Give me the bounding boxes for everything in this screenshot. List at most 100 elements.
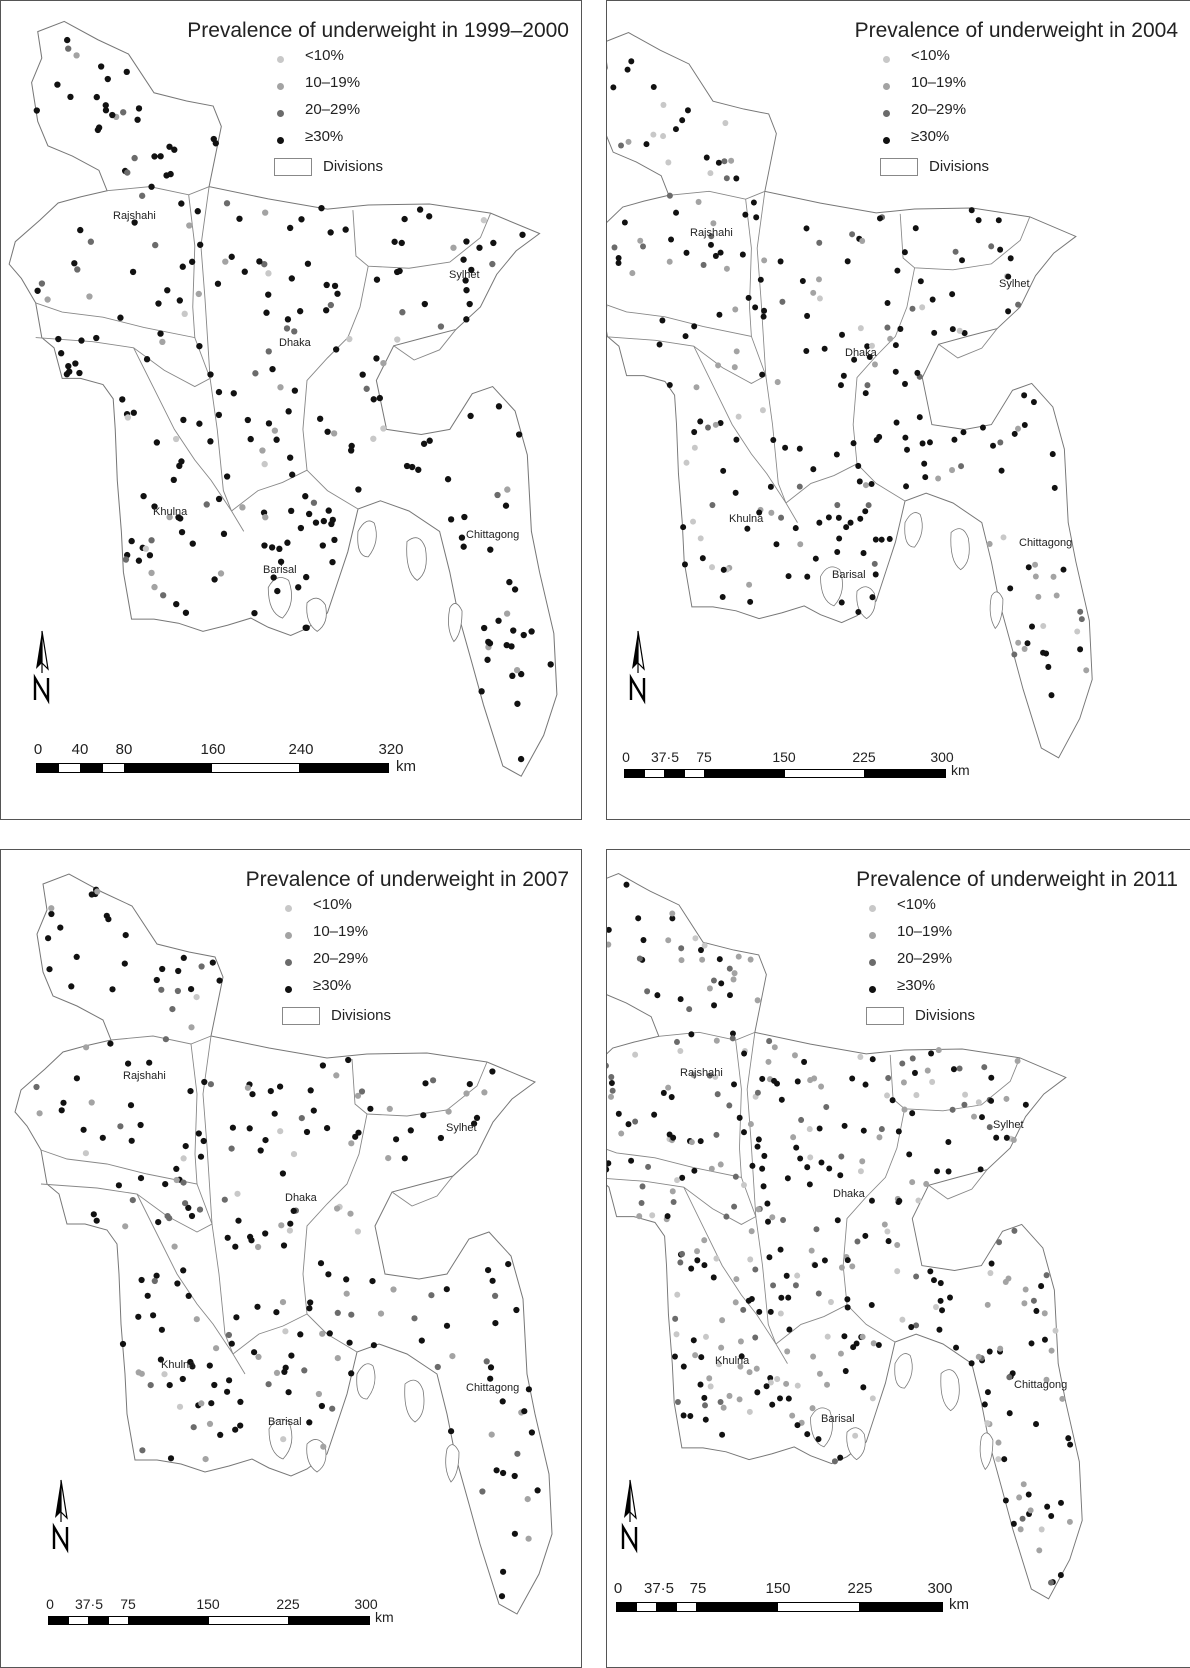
survey-cluster-dot [1060,566,1067,573]
survey-cluster-dot [373,355,380,362]
survey-cluster-dot [778,1294,785,1301]
survey-cluster-dot [315,1390,322,1398]
survey-cluster-dot [716,311,723,318]
survey-cluster-dot [719,593,726,601]
survey-cluster-dot [486,640,494,647]
scale-tick: 40 [71,741,89,758]
survey-cluster-dot [369,1278,376,1285]
survey-cluster-dot [86,293,93,300]
survey-cluster-dot [769,1214,776,1221]
survey-cluster-dot [747,1121,754,1128]
survey-cluster-dot [207,371,214,378]
survey-cluster-dot [766,1254,773,1261]
legend-dot-icon [277,56,284,63]
survey-cluster-dot [514,1450,521,1457]
survey-cluster-dot [411,1315,418,1322]
survey-cluster-dot [804,1164,811,1171]
survey-cluster-dot [273,1369,281,1376]
division-boundary [658,1031,756,1041]
survey-cluster-dot [130,409,137,416]
survey-cluster-dot [187,1088,194,1095]
survey-cluster-dot [693,384,700,391]
country-outline [607,873,1083,1600]
survey-cluster-dot [1006,1374,1013,1381]
survey-cluster-dot [784,1175,791,1182]
scale-tick: 225 [852,749,876,765]
survey-cluster-dot [107,1040,114,1047]
division-label-rajshahi: Rajshahi [113,210,156,222]
survey-cluster-dot [979,424,986,431]
survey-cluster-dot [807,1077,814,1084]
survey-cluster-dot [679,117,686,124]
survey-cluster-dot [611,244,618,251]
survey-cluster-dot [305,510,313,518]
survey-cluster-dot [712,421,719,428]
survey-cluster-dot [723,265,730,272]
survey-cluster-dot [1058,1499,1064,1506]
survey-cluster-dot [715,362,722,369]
survey-cluster-dot [77,226,84,234]
survey-cluster-dot [291,328,298,335]
survey-cluster-dot [624,66,631,73]
survey-cluster-dot [137,1121,144,1129]
survey-cluster-dot [691,323,698,330]
survey-cluster-dot [990,442,997,449]
survey-cluster-dot [80,1126,87,1133]
survey-cluster-dot [995,217,1002,224]
survey-cluster-dot [273,1309,280,1316]
survey-cluster-dot [547,661,554,668]
survey-cluster-dot [715,159,722,166]
survey-cluster-dot [672,126,679,133]
survey-cluster-dot [1043,1376,1050,1383]
survey-cluster-dot [1077,608,1084,615]
survey-cluster-dot [261,542,268,549]
survey-cluster-dot [420,1112,427,1119]
survey-cluster-dot [636,955,643,962]
survey-cluster-dot [434,1363,441,1371]
survey-cluster-dot [135,105,143,112]
survey-cluster-dot [230,390,237,397]
survey-cluster-dot [609,1087,616,1094]
survey-cluster-dot [331,536,338,544]
survey-cluster-dot [58,350,65,357]
survey-cluster-dot [334,1355,341,1362]
survey-cluster-dot [674,1177,681,1184]
survey-cluster-dot [707,1383,714,1390]
survey-cluster-dot [255,1243,262,1251]
survey-cluster-dot [185,1204,192,1211]
survey-cluster-dot [180,1155,187,1162]
survey-cluster-dot [753,1365,760,1372]
survey-cluster-dot [195,1130,202,1137]
survey-cluster-dot [318,205,325,212]
survey-cluster-dot [720,1404,727,1411]
survey-cluster-dot [869,594,876,601]
legend-label: 10–19% [305,74,361,91]
legend-label: 20–29% [305,101,361,118]
survey-cluster-dot [252,370,259,377]
survey-cluster-dot [38,280,46,287]
survey-cluster-dot [1002,1497,1009,1504]
survey-cluster-dot [849,231,856,238]
legend-label: <10% [911,47,950,64]
survey-cluster-dot [484,656,491,663]
survey-cluster-dot [386,1105,393,1112]
survey-cluster-dot [223,200,231,207]
bangladesh-map [607,32,1093,759]
survey-cluster-dot [732,1299,739,1306]
north-arrow-icon [621,1479,638,1554]
survey-cluster-dot [277,558,285,565]
survey-cluster-dot [868,480,875,488]
survey-cluster-dot [793,1144,800,1151]
survey-cluster-dot [320,517,327,525]
legend-label: <10% [313,896,352,913]
survey-cluster-dot [844,1296,851,1303]
survey-cluster-dot [391,238,398,245]
survey-cluster-dot [922,474,929,481]
survey-cluster-dot [458,534,466,541]
survey-cluster-dot [746,1369,753,1376]
survey-cluster-dot [765,1058,772,1065]
division-boundary [232,1313,308,1355]
survey-cluster-dot [119,1340,127,1348]
survey-cluster-dot [823,1103,830,1111]
survey-cluster-dot [1005,273,1012,280]
